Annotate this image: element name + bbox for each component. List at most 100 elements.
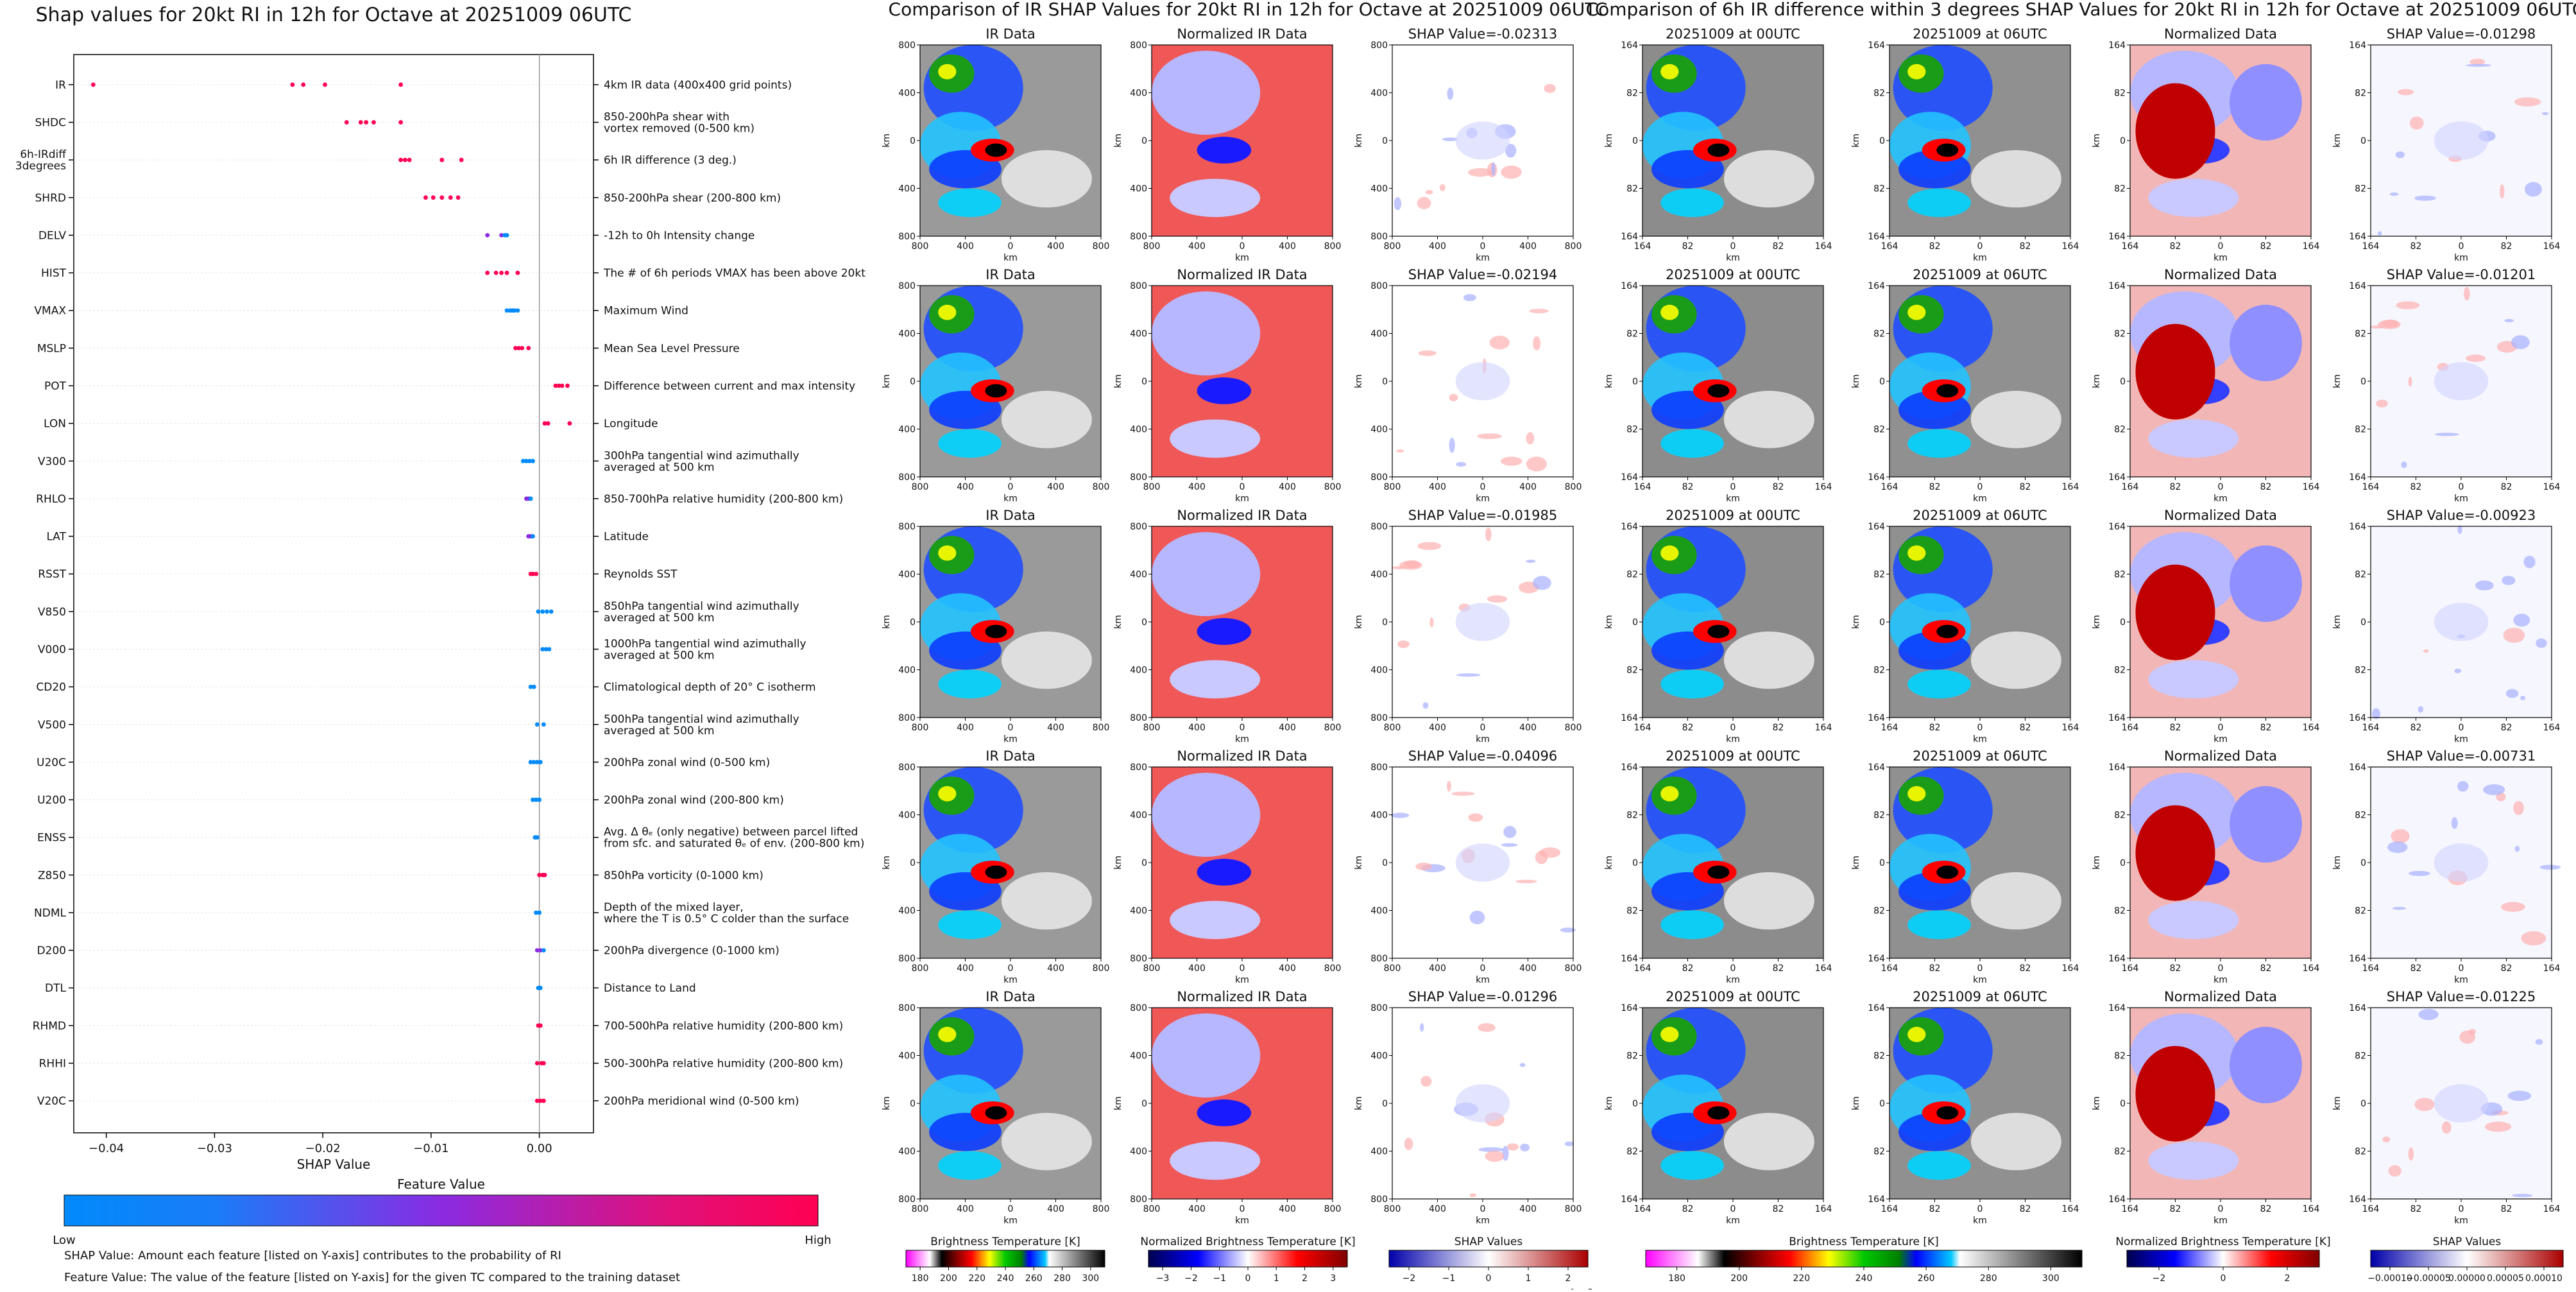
cloud-region	[1660, 188, 1724, 218]
y-tick-label: 0	[1382, 136, 1388, 146]
colorbar-label: SHAP Values	[1454, 1236, 1523, 1248]
shap-point	[545, 609, 549, 614]
x-tick-label: 0	[1977, 241, 1983, 252]
x-tick-label: 164	[1881, 963, 1898, 974]
y-axis-label: km	[2332, 134, 2342, 148]
y-axis-label: km	[1113, 615, 1123, 629]
feature-name: RHMD	[33, 1020, 66, 1033]
y-tick-label: 164	[1621, 762, 1638, 773]
shap-blob	[2505, 689, 2519, 698]
feature-name-line: V20C	[37, 1095, 66, 1108]
y-tick-label: 164	[2349, 713, 2366, 723]
ir-shap-colorbar: SHAP Values−2−10121e−5	[1388, 1236, 1593, 1292]
normalized-region	[1170, 1141, 1261, 1180]
y-tick-label: 82	[2114, 666, 2126, 676]
x-axis-label: km	[2454, 734, 2468, 745]
normalized-region	[1152, 772, 1261, 857]
shap-point	[499, 270, 504, 275]
x-axis-label: km	[1973, 975, 1987, 985]
shap-point	[364, 120, 369, 125]
cloud-region	[1723, 390, 1814, 449]
shap-center	[2434, 843, 2489, 882]
cold-cloud-top	[985, 384, 1007, 398]
panel-title: Normalized Data	[2164, 26, 2277, 42]
feature-description: 500-300hPa relative humidity (200-800 km…	[604, 1058, 843, 1071]
shap-blob	[1468, 813, 1483, 822]
panel-title: IR Data	[985, 26, 1036, 42]
feature-description: Mean Sea Level Pressure	[604, 342, 740, 355]
x-tick-label: 800	[1384, 963, 1401, 974]
cold-cloud-top	[1936, 1106, 1959, 1120]
x-tick-label: 82	[2410, 482, 2422, 492]
feature-description: 1000hPa tangential wind azimuthally avera…	[604, 637, 806, 662]
y-tick-label: 0	[1632, 136, 1638, 146]
shap-point	[398, 82, 404, 87]
feature-description: 850hPa tangential wind azimuthally averag…	[604, 600, 799, 624]
y-tick-label: 800	[898, 472, 916, 483]
shap-point	[493, 270, 499, 275]
x-tick-label: 0	[1977, 1204, 1983, 1214]
x-tick-label: 400	[1519, 723, 1537, 733]
feature-description-line: where the T is 0.5° C colder than the su…	[604, 913, 849, 926]
colorbar-tick-label: 240	[997, 1273, 1014, 1284]
feature-description-line: averaged at 500 km	[604, 461, 715, 474]
y-tick-label: 0	[1879, 377, 1885, 387]
y-tick-label: 164	[1868, 40, 1885, 51]
normalized-warm	[2135, 323, 2215, 420]
feature-name: V500	[38, 719, 66, 732]
shap-blob	[1501, 843, 1518, 847]
x-tick-label: 400	[1519, 963, 1537, 974]
normalized-region	[2148, 419, 2239, 458]
x-tick-label: 164	[2062, 963, 2079, 974]
normalized-warm	[2135, 83, 2215, 179]
x-tick-label: 82	[1682, 1204, 1694, 1214]
ir-brightness-colorbar: Brightness Temperature [K] 180 200 220 240 26…	[905, 1236, 1105, 1284]
shap-blob	[2376, 399, 2388, 408]
shap-blob	[2391, 829, 2410, 843]
cloud-region	[1001, 1112, 1092, 1171]
y-tick-label: 82	[2114, 1051, 2126, 1062]
colorbar-tick-label: −1	[1442, 1273, 1456, 1284]
shap-point	[407, 157, 412, 162]
y-axis-label: km	[1604, 1096, 1614, 1110]
feature-name: Z850	[38, 869, 66, 882]
x-tick-label: 164	[2122, 241, 2139, 252]
colorbar-tick-label: 2	[1565, 1273, 1571, 1284]
x-axis-label: km	[1476, 494, 1490, 504]
x-tick-label: 164	[2362, 241, 2380, 252]
feature-value-colorbar	[64, 1194, 819, 1227]
y-tick-label: 800	[1130, 1194, 1147, 1205]
feature-name: RHHI	[39, 1058, 66, 1071]
y-tick-label: 400	[1370, 906, 1388, 917]
cloud-region	[938, 64, 957, 80]
normalized-cool	[2230, 786, 2302, 863]
x-tick-label: 400	[1279, 963, 1296, 974]
y-tick-label: 400	[1370, 1051, 1388, 1062]
shap-blob	[1391, 813, 1410, 818]
feature-name: POT	[44, 380, 67, 393]
x-tick-label: 82	[1773, 963, 1784, 974]
shap-blob	[2520, 696, 2526, 701]
shap-blob	[2536, 638, 2547, 648]
normalized-warm	[2135, 1046, 2215, 1142]
shap-blob	[2513, 614, 2530, 627]
feature-name-line: RHLO	[36, 493, 66, 506]
y-tick-label: 164	[2349, 762, 2366, 773]
colorbar-tick-label: 2	[2285, 1273, 2290, 1284]
x-tick-label: 800	[1324, 723, 1342, 733]
y-tick-label: 164	[2108, 762, 2126, 773]
x-tick-label: 800	[1384, 723, 1401, 733]
y-tick-label: 164	[1868, 713, 1885, 723]
shap-blob	[1394, 197, 1402, 211]
cloud-region	[1660, 304, 1679, 320]
shap-blob	[2465, 354, 2486, 362]
y-tick-label: 164	[2108, 472, 2126, 483]
shap-blob	[2388, 1165, 2401, 1177]
